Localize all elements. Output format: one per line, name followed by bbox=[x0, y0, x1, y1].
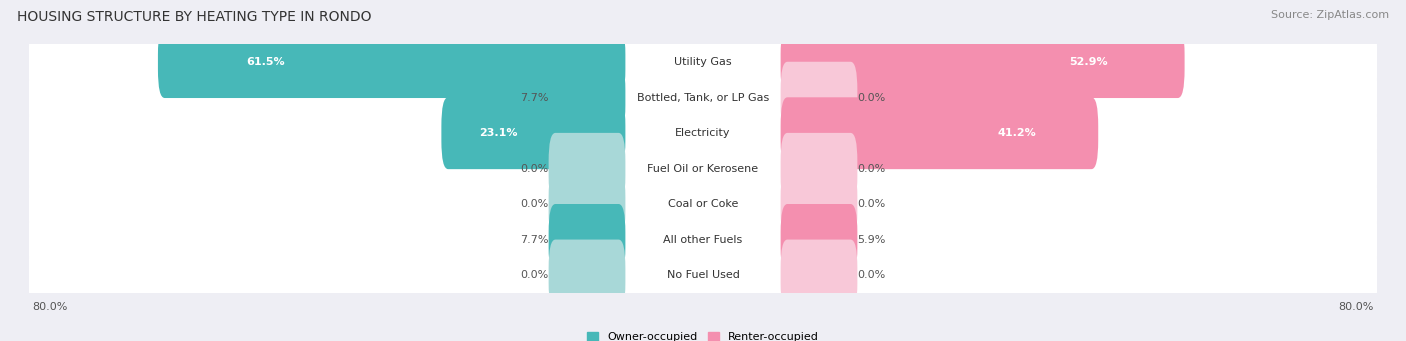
Text: 0.0%: 0.0% bbox=[520, 270, 548, 281]
FancyBboxPatch shape bbox=[780, 62, 858, 134]
Text: Utility Gas: Utility Gas bbox=[675, 57, 731, 67]
Text: Coal or Coke: Coal or Coke bbox=[668, 199, 738, 209]
FancyBboxPatch shape bbox=[30, 247, 1376, 303]
FancyBboxPatch shape bbox=[30, 212, 1376, 268]
Text: 7.7%: 7.7% bbox=[520, 235, 548, 245]
Text: 5.9%: 5.9% bbox=[858, 235, 886, 245]
FancyBboxPatch shape bbox=[780, 204, 858, 276]
FancyBboxPatch shape bbox=[548, 133, 626, 205]
Text: Fuel Oil or Kerosene: Fuel Oil or Kerosene bbox=[647, 164, 759, 174]
Text: 52.9%: 52.9% bbox=[1069, 57, 1108, 67]
FancyBboxPatch shape bbox=[780, 168, 858, 240]
FancyBboxPatch shape bbox=[30, 70, 1376, 126]
FancyBboxPatch shape bbox=[548, 168, 626, 240]
Text: 41.2%: 41.2% bbox=[998, 128, 1036, 138]
FancyBboxPatch shape bbox=[780, 240, 858, 311]
FancyBboxPatch shape bbox=[548, 204, 626, 276]
Text: Electricity: Electricity bbox=[675, 128, 731, 138]
FancyBboxPatch shape bbox=[548, 62, 626, 134]
Text: Source: ZipAtlas.com: Source: ZipAtlas.com bbox=[1271, 10, 1389, 20]
Text: 0.0%: 0.0% bbox=[858, 164, 886, 174]
FancyBboxPatch shape bbox=[441, 97, 626, 169]
Text: All other Fuels: All other Fuels bbox=[664, 235, 742, 245]
FancyBboxPatch shape bbox=[30, 105, 1376, 161]
FancyBboxPatch shape bbox=[30, 141, 1376, 197]
Text: No Fuel Used: No Fuel Used bbox=[666, 270, 740, 281]
Text: 80.0%: 80.0% bbox=[1339, 302, 1374, 312]
Text: 0.0%: 0.0% bbox=[858, 199, 886, 209]
Text: 7.7%: 7.7% bbox=[520, 93, 548, 103]
FancyBboxPatch shape bbox=[780, 26, 1185, 98]
Text: 23.1%: 23.1% bbox=[479, 128, 517, 138]
FancyBboxPatch shape bbox=[30, 176, 1376, 233]
FancyBboxPatch shape bbox=[780, 133, 858, 205]
Text: HOUSING STRUCTURE BY HEATING TYPE IN RONDO: HOUSING STRUCTURE BY HEATING TYPE IN RON… bbox=[17, 10, 371, 24]
Legend: Owner-occupied, Renter-occupied: Owner-occupied, Renter-occupied bbox=[586, 332, 820, 341]
FancyBboxPatch shape bbox=[157, 26, 626, 98]
FancyBboxPatch shape bbox=[780, 97, 1098, 169]
Text: 80.0%: 80.0% bbox=[32, 302, 67, 312]
Text: 0.0%: 0.0% bbox=[858, 270, 886, 281]
Text: Bottled, Tank, or LP Gas: Bottled, Tank, or LP Gas bbox=[637, 93, 769, 103]
FancyBboxPatch shape bbox=[30, 34, 1376, 90]
Text: 0.0%: 0.0% bbox=[520, 164, 548, 174]
Text: 61.5%: 61.5% bbox=[246, 57, 285, 67]
Text: 0.0%: 0.0% bbox=[520, 199, 548, 209]
FancyBboxPatch shape bbox=[548, 240, 626, 311]
Text: 0.0%: 0.0% bbox=[858, 93, 886, 103]
